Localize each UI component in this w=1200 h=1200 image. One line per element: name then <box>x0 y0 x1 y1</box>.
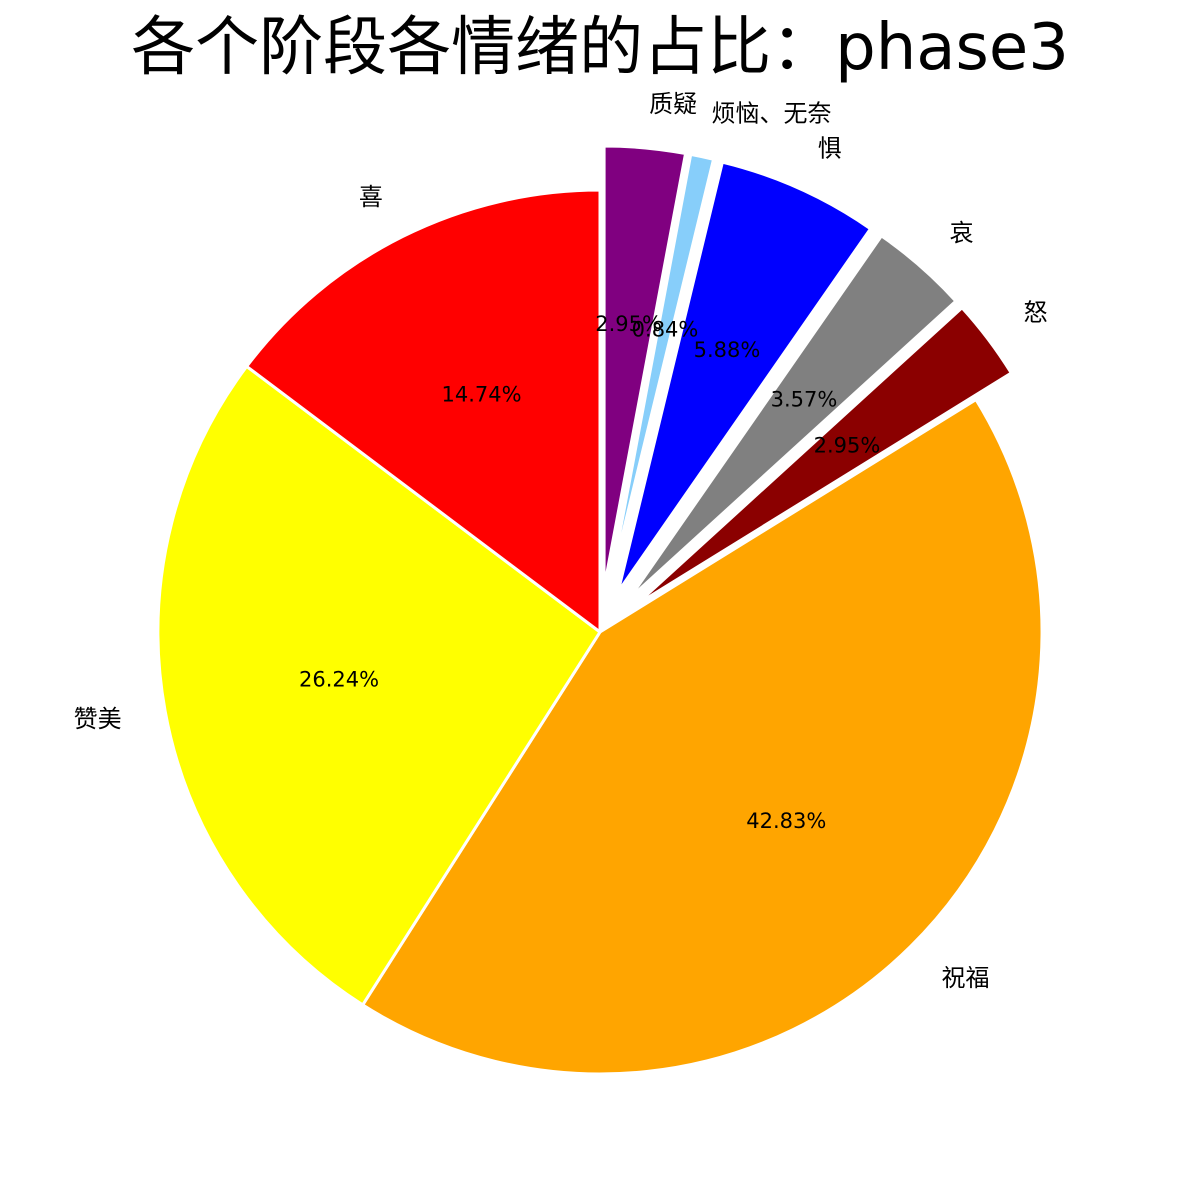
chart-title: 各个阶段各情绪的占比：phase3 <box>131 11 1069 85</box>
pie-category-label-4: 怒 <box>1023 299 1047 327</box>
pie-pct-label-6: 26.24% <box>299 667 379 691</box>
pie-slice-0 <box>602 144 688 590</box>
pie-labels: 2.95% 质疑 0.84% 烦恼、无奈 5.88% 惧 3.57% 哀 2.95% 怒 42.83… <box>74 90 1048 992</box>
pie-category-label-3: 哀 <box>950 219 974 247</box>
pie-pct-label-2: 5.88% <box>694 338 761 362</box>
pie-category-label-7: 喜 <box>359 183 383 211</box>
pie-category-label-1: 烦恼、无奈 <box>711 99 831 127</box>
pie-pct-label-7: 14.74% <box>441 383 521 407</box>
pie-slice-5 <box>361 398 1044 1076</box>
pie-pct-label-0: 2.95% <box>595 312 662 336</box>
pie-slice-7 <box>245 188 602 634</box>
pie-slice-6 <box>156 364 602 1007</box>
pie-slice-4 <box>633 306 1013 607</box>
pie-pct-label-1: 0.84% <box>632 318 699 342</box>
pie-category-label-5: 祝福 <box>942 964 990 992</box>
pie-slice-3 <box>627 234 958 601</box>
pie-pct-label-5: 42.83% <box>746 809 826 833</box>
pie-slice-1 <box>607 152 716 591</box>
pie-pct-label-3: 3.57% <box>771 387 838 411</box>
pie-category-label-2: 惧 <box>818 134 842 162</box>
pie-pct-label-4: 2.95% <box>814 434 881 458</box>
pie-slices <box>156 144 1044 1076</box>
pie-category-label-6: 赞美 <box>74 705 122 733</box>
pie-category-label-0: 质疑 <box>649 90 697 118</box>
pie-slice-2 <box>616 160 872 594</box>
